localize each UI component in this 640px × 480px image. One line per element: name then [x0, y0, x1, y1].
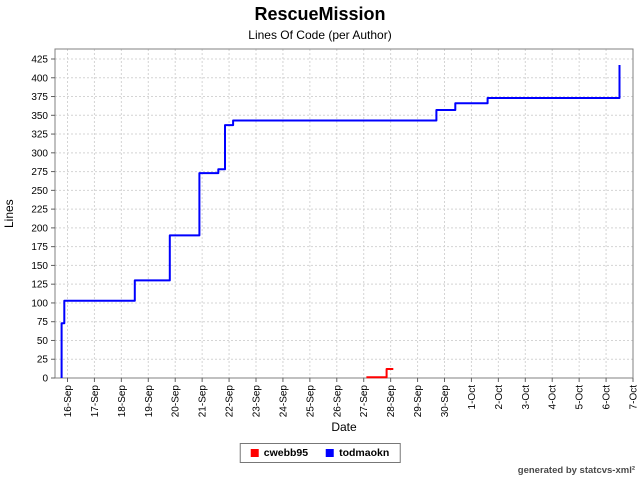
svg-text:150: 150	[31, 261, 48, 272]
legend-swatch-blue-icon	[326, 449, 335, 457]
svg-text:50: 50	[37, 336, 49, 347]
svg-text:25-Sep: 25-Sep	[305, 385, 316, 418]
x-tick-labels: 16-Sep 17-Sep 18-Sep 19-Sep 20-Sep 21-Sep 22-S…	[63, 385, 640, 418]
tick-marks	[51, 58, 634, 382]
series-line-todmaokn	[60, 65, 621, 378]
gridlines	[55, 49, 634, 379]
svg-text:20-Sep: 20-Sep	[171, 385, 182, 418]
svg-text:25: 25	[37, 355, 49, 366]
svg-text:250: 250	[31, 186, 48, 197]
svg-text:3-Oct: 3-Oct	[521, 385, 532, 410]
y-tick-labels: 0 25 50 75 100 125 150 175 200 225 250 275 300 325 350…	[31, 55, 48, 385]
svg-text:0: 0	[42, 374, 48, 385]
y-axis-title: Lines	[2, 199, 16, 228]
svg-text:175: 175	[31, 242, 48, 253]
svg-text:375: 375	[31, 92, 48, 103]
chart-title: RescueMission	[254, 4, 386, 24]
svg-text:2-Oct: 2-Oct	[494, 385, 505, 410]
svg-text:225: 225	[31, 205, 48, 216]
svg-text:125: 125	[31, 280, 48, 291]
svg-text:21-Sep: 21-Sep	[198, 385, 209, 418]
legend-item-cwebb95: cwebb95	[250, 447, 309, 459]
svg-text:23-Sep: 23-Sep	[252, 385, 263, 418]
chart-subtitle: Lines Of Code (per Author)	[248, 28, 392, 42]
svg-text:16-Sep: 16-Sep	[63, 385, 74, 418]
svg-text:325: 325	[31, 130, 48, 141]
generator-credit: generated by statcvs-xml²	[517, 465, 635, 476]
plot-border	[54, 48, 634, 379]
svg-text:6-Oct: 6-Oct	[602, 385, 613, 410]
legend-item-todmaokn: todmaokn	[326, 447, 389, 459]
svg-text:19-Sep: 19-Sep	[144, 385, 155, 418]
svg-text:17-Sep: 17-Sep	[90, 385, 101, 418]
svg-text:4-Oct: 4-Oct	[548, 385, 559, 410]
svg-text:5-Oct: 5-Oct	[575, 385, 586, 410]
svg-text:425: 425	[31, 55, 48, 66]
svg-text:300: 300	[31, 148, 48, 159]
svg-text:18-Sep: 18-Sep	[117, 385, 128, 418]
svg-text:400: 400	[31, 73, 48, 84]
svg-text:30-Sep: 30-Sep	[440, 385, 451, 418]
svg-text:26-Sep: 26-Sep	[332, 385, 343, 418]
svg-text:29-Sep: 29-Sep	[413, 385, 424, 418]
svg-text:28-Sep: 28-Sep	[386, 385, 397, 418]
svg-text:275: 275	[31, 167, 48, 178]
series-line-cwebb95	[366, 368, 394, 379]
svg-text:27-Sep: 27-Sep	[359, 385, 370, 418]
legend-label-todmaokn: todmaokn	[339, 447, 390, 459]
svg-text:7-Oct: 7-Oct	[629, 385, 640, 410]
svg-text:350: 350	[31, 111, 48, 122]
legend-label-cwebb95: cwebb95	[263, 447, 309, 459]
x-axis-title: Date	[331, 420, 357, 434]
svg-text:24-Sep: 24-Sep	[278, 385, 289, 418]
svg-text:1-Oct: 1-Oct	[467, 385, 478, 410]
legend: cwebb95 todmaokn	[239, 443, 401, 463]
svg-text:75: 75	[37, 317, 49, 328]
svg-text:200: 200	[31, 223, 48, 234]
svg-text:22-Sep: 22-Sep	[225, 385, 236, 418]
svg-text:100: 100	[31, 298, 48, 309]
legend-swatch-red-icon	[250, 449, 259, 457]
